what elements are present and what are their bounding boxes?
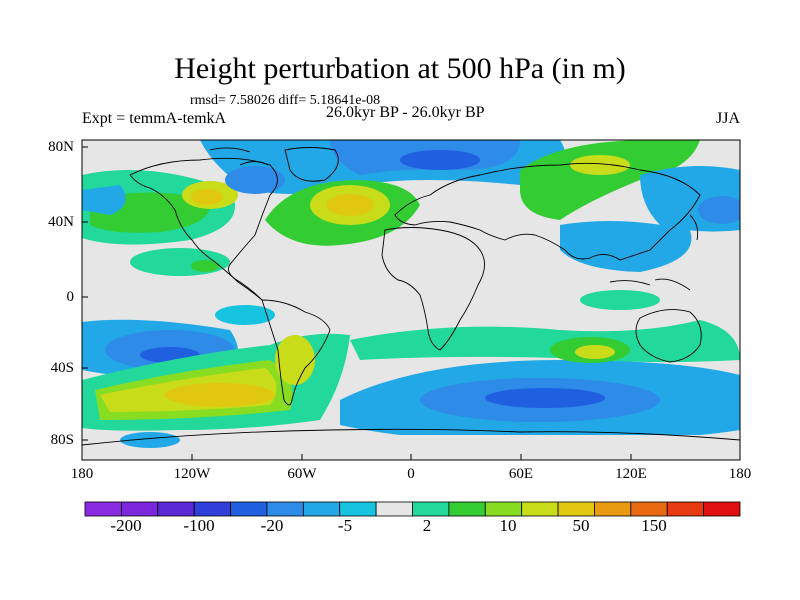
contour-field bbox=[82, 140, 740, 460]
colorbar-label: 2 bbox=[422, 516, 432, 535]
colorbar-swatch bbox=[594, 501, 632, 517]
colorbar-label: -100 bbox=[183, 516, 215, 535]
colorbar-swatch bbox=[157, 501, 195, 517]
coast-antarctica bbox=[82, 428, 740, 446]
contour-eurasia bbox=[520, 140, 700, 220]
colorbar-swatch bbox=[703, 501, 741, 517]
colorbar-label: -5 bbox=[337, 516, 353, 535]
colorbar-swatch bbox=[339, 501, 377, 517]
colorbar-swatch bbox=[302, 501, 341, 517]
colorbar-swatch bbox=[193, 501, 231, 517]
colorbar-label: 50 bbox=[572, 516, 590, 535]
axis-ticks bbox=[81, 146, 741, 460]
colorbar-label: 10 bbox=[499, 516, 517, 535]
lon-label-180e: 180 bbox=[728, 466, 752, 482]
coast-north-america bbox=[129, 157, 278, 301]
lat-label-40s: 40S bbox=[50, 360, 74, 376]
coast-africa bbox=[381, 227, 485, 351]
lat-label-80s: 80S bbox=[50, 432, 74, 448]
lon-label-60w: 60W bbox=[287, 466, 317, 482]
coastlines bbox=[82, 147, 740, 446]
coast-arctic-islands bbox=[209, 147, 269, 166]
colorbar-label: -200 bbox=[110, 516, 142, 535]
lon-label-0: 0 bbox=[407, 466, 415, 482]
coast-japan bbox=[689, 214, 699, 241]
colorbar-swatch bbox=[448, 501, 486, 517]
colorbar-swatch bbox=[484, 501, 523, 517]
colorbar-label: -20 bbox=[260, 516, 284, 535]
lon-label-180w: 180 bbox=[70, 466, 94, 482]
period-label: 26.0kyr BP - 26.0kyr BP bbox=[326, 104, 485, 121]
coast-south-america bbox=[261, 299, 331, 406]
colorbar-swatch bbox=[375, 501, 413, 517]
colorbar-swatch bbox=[266, 501, 304, 517]
colorbar-swatch bbox=[84, 501, 122, 517]
colorbar-swatch bbox=[120, 501, 159, 517]
lon-label-60e: 60E bbox=[508, 466, 534, 482]
coast-indonesia bbox=[609, 278, 691, 291]
colorbar-swatch bbox=[230, 501, 268, 517]
colorbar-swatch bbox=[666, 501, 705, 517]
season-label: JJA bbox=[716, 110, 741, 127]
colorbar-swatch bbox=[412, 501, 450, 517]
coast-greenland bbox=[284, 147, 339, 182]
lat-label-40n: 40N bbox=[48, 214, 74, 230]
coast-australia bbox=[635, 309, 702, 363]
plot-title: Height perturbation at 500 hPa (in m) bbox=[174, 52, 626, 85]
lon-label-120w: 120W bbox=[173, 466, 211, 482]
lat-label-0: 0 bbox=[66, 289, 75, 305]
coast-europe-asia bbox=[394, 162, 701, 261]
stats-text: rmsd= 7.58026 diff= 5.18641e-08 bbox=[190, 93, 381, 108]
colorbar-label: 150 bbox=[641, 516, 667, 535]
experiment-label: Expt = temmA-temkA bbox=[82, 110, 227, 127]
colorbar-swatch bbox=[630, 501, 668, 517]
colorbar-swatch bbox=[521, 501, 559, 517]
lon-label-120e: 120E bbox=[615, 466, 647, 482]
colorbar bbox=[84, 501, 741, 517]
lat-label-80n: 80N bbox=[48, 139, 74, 155]
colorbar-swatch bbox=[557, 501, 595, 517]
